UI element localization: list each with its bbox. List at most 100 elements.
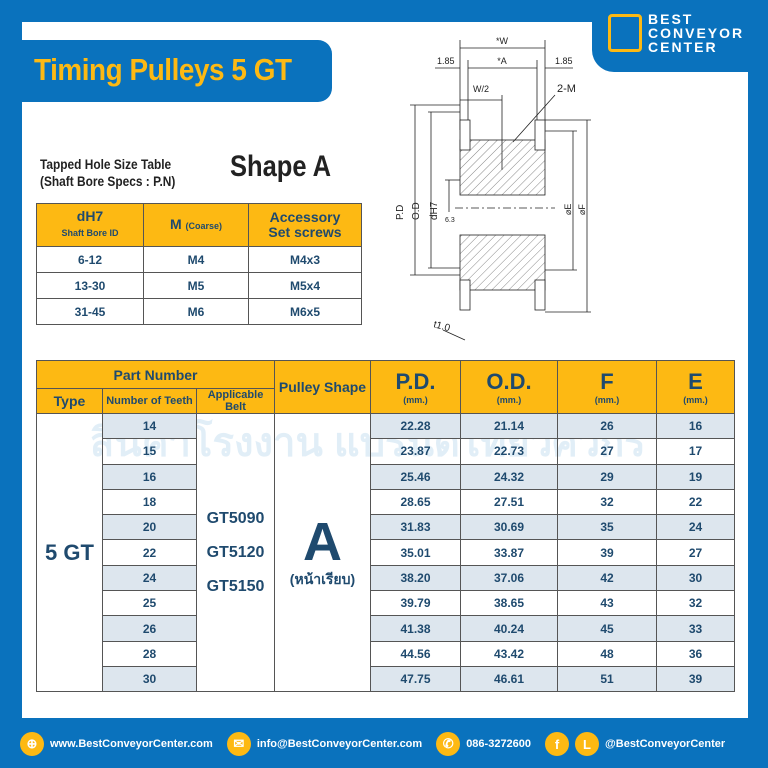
belt-cell: GT5090 GT5120 GT5150: [196, 412, 275, 693]
f-cell: 26: [557, 412, 657, 440]
header-od: O.D. (mm.): [460, 360, 558, 414]
cell: M5: [143, 272, 249, 299]
pd-cell: 25.46: [370, 463, 461, 490]
teeth-cell: 20: [102, 514, 197, 541]
f-cell: 39: [557, 539, 657, 566]
f-cell: 48: [557, 640, 657, 667]
footer: ⊕ www.BestConveyorCenter.com ✉ info@BestCo…: [0, 726, 768, 762]
caption-line: Tapped Hole Size Table: [40, 156, 172, 172]
cell: 13-30: [36, 272, 144, 299]
pd-cell: 31.83: [370, 514, 461, 541]
cell: M4: [143, 246, 249, 273]
dim-e: ⌀E: [563, 204, 573, 215]
email-link[interactable]: info@BestConveyorCenter.com: [256, 738, 423, 750]
dim-w: *W: [496, 36, 509, 46]
phone-icon: ✆: [436, 732, 461, 756]
od-cell: 27.51: [460, 488, 558, 516]
table-row: 22 35.01 33.87 39 27: [37, 539, 735, 566]
teeth-cell: 22: [102, 539, 197, 566]
cell: M4x3: [248, 246, 362, 273]
header-label: M: [169, 215, 182, 232]
od-cell: 38.65: [460, 590, 558, 617]
table-row: 20 31.83 30.69 35 24: [37, 514, 735, 541]
pd-cell: 22.28: [370, 412, 461, 440]
header-f: F (mm.): [557, 360, 657, 414]
page-title: Timing Pulleys 5 GT: [34, 52, 292, 87]
unit: (mm.): [683, 395, 708, 405]
f-cell: 45: [557, 615, 657, 642]
tapped-table-caption: Tapped Hole Size Table (Shaft Bore Specs …: [40, 156, 175, 190]
e-cell: 36: [656, 640, 735, 667]
belt-model: GT5120: [206, 543, 265, 561]
teeth-cell: 28: [102, 640, 197, 667]
dim-left: 1.85: [437, 56, 455, 66]
website-link[interactable]: www.BestConveyorCenter.com: [50, 738, 213, 750]
col-accessory: Accessory Set screws: [248, 203, 362, 247]
table-row: 24 38.20 37.06 42 30: [37, 564, 735, 592]
shape-cell: A (หน้าเรียบ): [274, 412, 371, 693]
header-type: Type: [36, 388, 103, 414]
e-cell: 17: [656, 438, 735, 465]
logo-icon: [608, 14, 642, 52]
teeth-cell: 18: [102, 488, 197, 516]
col-dh7: dH7 Shaft Bore ID: [36, 203, 144, 247]
header-pd: P.D. (mm.): [370, 360, 461, 414]
e-cell: 16: [656, 412, 735, 440]
header-sub: (Coarse): [185, 220, 223, 231]
f-cell: 32: [557, 488, 657, 516]
header-label: Accessory: [269, 209, 341, 225]
table-row: 31-45 M6 M6x5: [36, 298, 362, 325]
e-cell: 33: [656, 615, 735, 642]
brand-logo: BEST CONVEYOR CENTER: [592, 0, 768, 72]
unit: (mm.): [496, 395, 522, 405]
od-cell: 24.32: [460, 463, 558, 490]
table-row: 25 39.79 38.65 43 32: [37, 590, 735, 617]
od-cell: 40.24: [460, 615, 558, 642]
cell: 31-45: [36, 298, 144, 325]
social-handle[interactable]: @BestConveyorCenter: [605, 738, 726, 750]
logo-text: BEST: [648, 11, 694, 27]
table-row: 16 25.46 24.32 29 19: [37, 463, 735, 490]
header-label: E: [688, 369, 703, 394]
header-sub: Set screws: [268, 224, 342, 240]
pd-cell: 44.56: [370, 640, 461, 667]
od-cell: 46.61: [460, 665, 558, 693]
od-cell: 21.14: [460, 412, 558, 440]
table-row: 28 44.56 43.42 48 36: [37, 640, 735, 667]
dim-thickness: t1.0: [432, 319, 451, 334]
table-row: 15 23.87 22.73 27 17: [37, 438, 735, 465]
tapped-hole-table: dH7 Shaft Bore ID M (Coarse) Accessory Set…: [36, 203, 362, 325]
pd-cell: 23.87: [370, 438, 461, 465]
pd-cell: 28.65: [370, 488, 461, 516]
belt-model: GT5150: [206, 577, 265, 595]
header-e: E (mm.): [656, 360, 735, 414]
shape-heading: Shape A: [230, 150, 332, 183]
teeth-cell: 16: [102, 463, 197, 490]
od-cell: 43.42: [460, 640, 558, 667]
dim-od: O.D: [411, 202, 422, 220]
teeth-cell: 26: [102, 615, 197, 642]
dim-pd: P.D: [395, 205, 406, 220]
od-cell: 33.87: [460, 539, 558, 566]
shape-letter: A: [303, 511, 342, 572]
shape-note: (หน้าเรียบ): [289, 570, 356, 587]
unit: (mm.): [403, 395, 428, 405]
e-cell: 32: [656, 590, 735, 617]
line-icon[interactable]: L: [575, 732, 600, 756]
globe-icon: ⊕: [20, 732, 44, 756]
mail-icon: ✉: [226, 732, 251, 756]
pd-cell: 41.38: [370, 615, 461, 642]
type-cell: 5 GT: [36, 412, 103, 693]
dim-w2: W/2: [473, 84, 489, 94]
table-row: 6-12 M4 M4x3: [36, 246, 362, 273]
cell: 6-12: [36, 246, 144, 273]
od-cell: 37.06: [460, 564, 558, 592]
pd-cell: 38.20: [370, 564, 461, 592]
header-label: F: [600, 369, 614, 394]
e-cell: 19: [656, 463, 735, 490]
od-cell: 30.69: [460, 514, 558, 541]
phone-number[interactable]: 086-3272600: [466, 738, 532, 750]
pd-cell: 47.75: [370, 665, 461, 693]
facebook-icon[interactable]: f: [545, 732, 570, 756]
header-belt: Applicable Belt: [196, 388, 275, 414]
